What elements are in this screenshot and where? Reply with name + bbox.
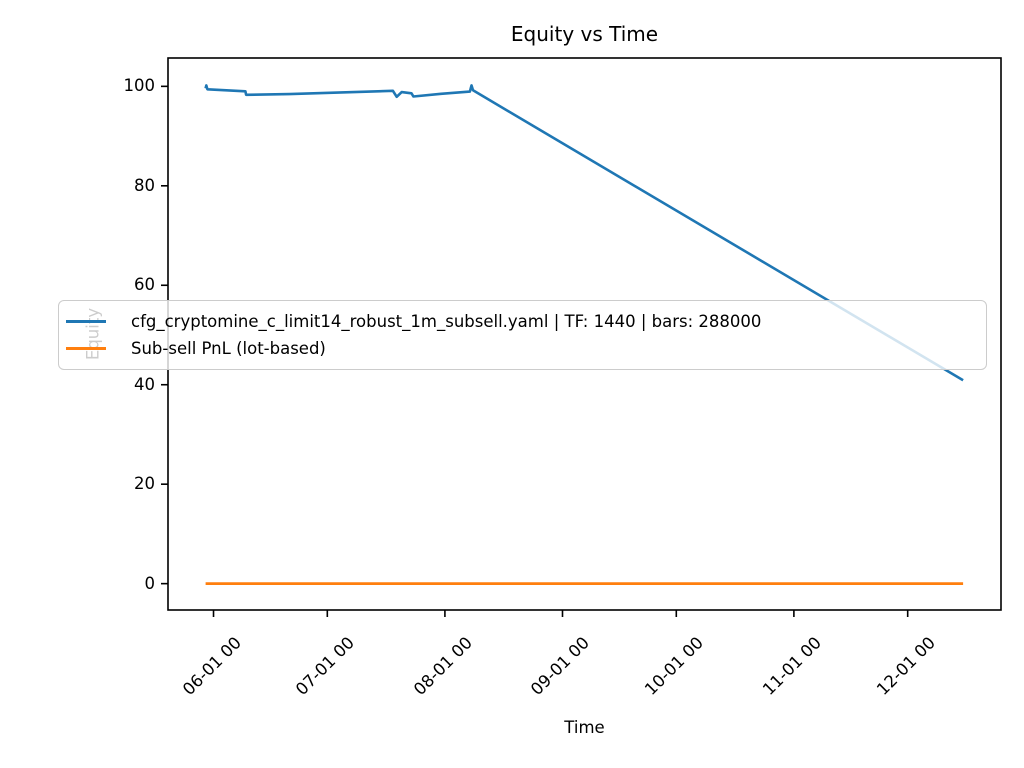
legend-line-sample-subsell-pnl bbox=[66, 347, 106, 351]
y-tick-label: 0 bbox=[144, 573, 156, 593]
chart-title: Equity vs Time bbox=[510, 22, 659, 46]
legend-label-subsell-pnl: Sub-sell PnL (lot-based) bbox=[131, 339, 326, 359]
series-line-0 bbox=[204, 84, 964, 382]
legend: cfg_cryptomine_c_limit14_robust_1m_subse… bbox=[58, 300, 987, 370]
y-tick-label: 20 bbox=[134, 474, 155, 494]
legend-entry: Sub-sell PnL (lot-based) bbox=[66, 339, 986, 358]
legend-entry: cfg_cryptomine_c_limit14_robust_1m_subse… bbox=[66, 312, 986, 331]
y-tick-label: 40 bbox=[134, 374, 155, 394]
legend-label-equity: cfg_cryptomine_c_limit14_robust_1m_subse… bbox=[131, 311, 762, 331]
y-tick-label: 80 bbox=[134, 175, 155, 195]
y-tick-label: 100 bbox=[123, 76, 156, 96]
x-axis-label: Time bbox=[564, 718, 605, 737]
legend-line-sample-equity bbox=[66, 319, 106, 323]
y-tick-label: 60 bbox=[134, 275, 155, 295]
